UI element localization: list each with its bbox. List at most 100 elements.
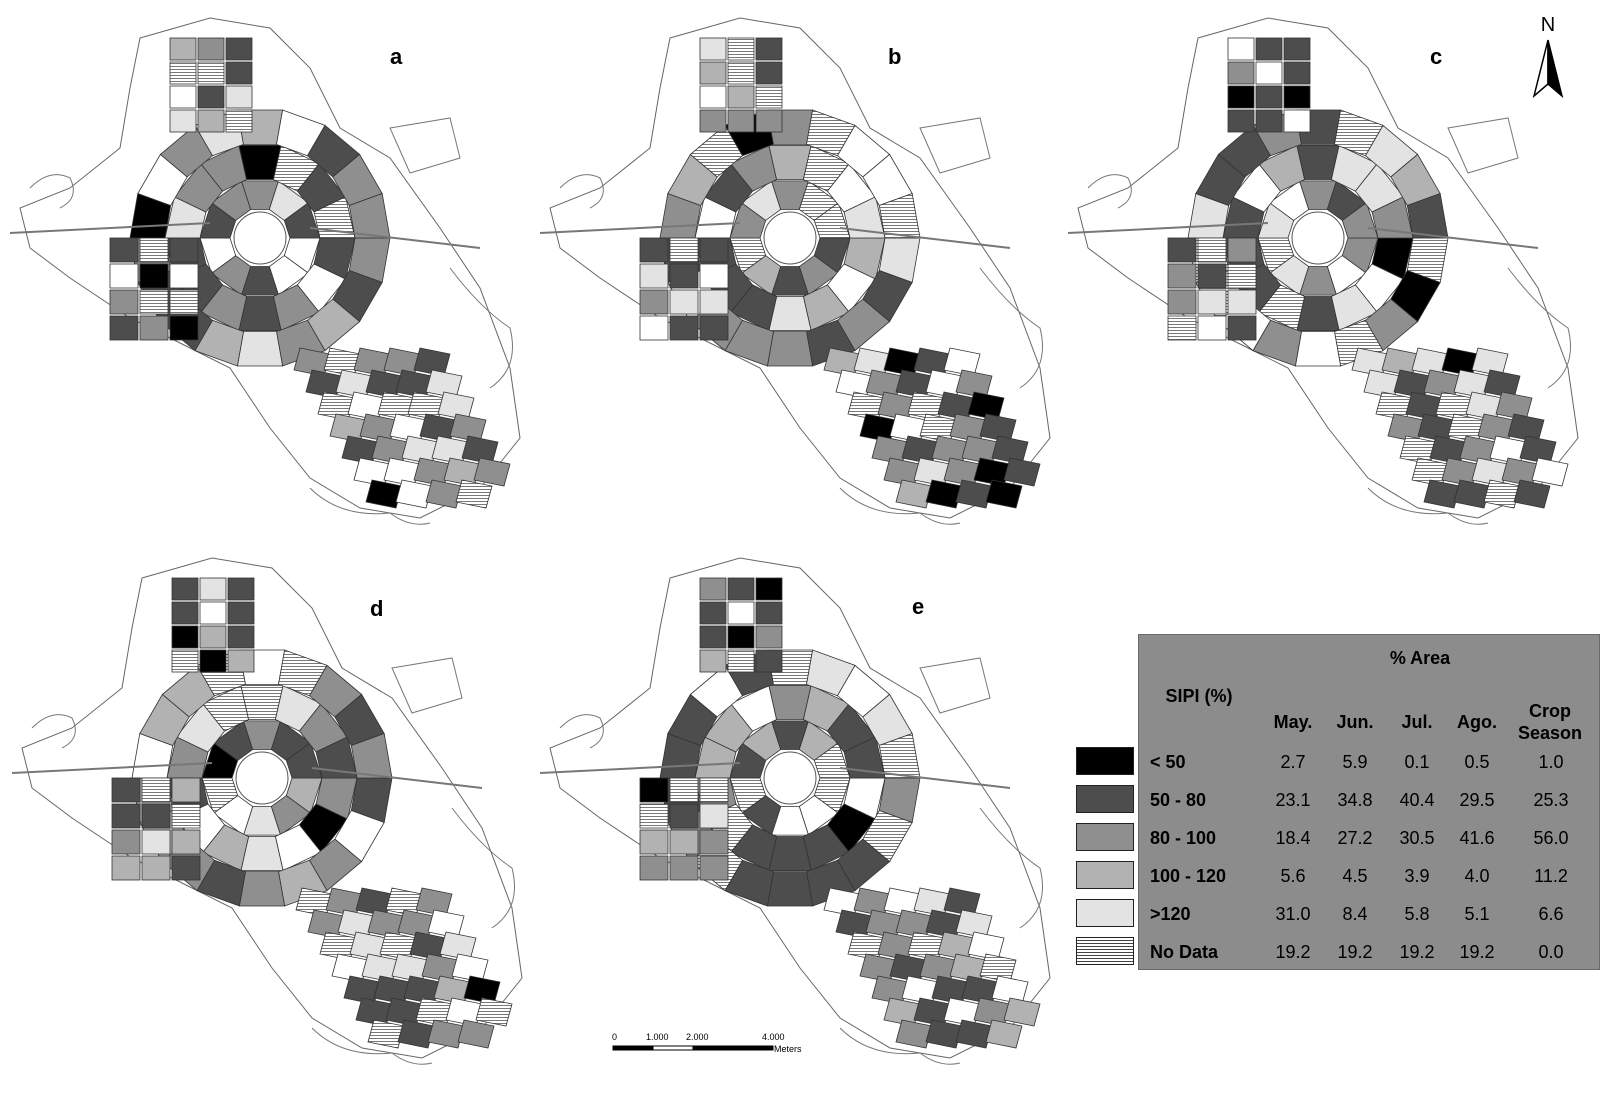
field-parcel [669,777,699,803]
contour-line [839,487,961,525]
field-parcel [755,109,783,133]
scale-bar-graphic [612,1045,774,1051]
field-parcel [699,263,729,289]
field-parcel [1283,85,1311,109]
field-parcel [225,61,253,85]
field-parcel [755,625,783,649]
contour-line [309,487,431,525]
field-parcel [1227,37,1255,61]
legend-swatch [1076,785,1134,813]
legend-swatch [1076,861,1134,889]
legend-col-may: May. [1273,712,1313,732]
field-parcel [171,829,201,855]
field-parcel [238,871,286,907]
legend-swatch [1076,747,1134,775]
field-parcel [669,855,699,881]
field-parcel [427,1019,465,1049]
field-parcel [425,479,463,509]
outlying-parcel [391,657,463,714]
panel-label-a: a [390,44,403,69]
field-parcel [397,1019,435,1049]
field-parcel [925,479,963,509]
legend-row-header: SIPI (%) [1165,686,1233,706]
field-parcel [699,577,727,601]
panel-label-b: b [888,44,902,69]
contour-line [1507,267,1571,389]
field-parcel [1453,479,1491,509]
legend-value-cell: 5.6 [1280,866,1306,886]
field-parcel [473,457,511,487]
center-town [763,211,817,265]
field-parcel [1003,997,1041,1027]
north-arrow: N [1532,14,1576,100]
field-parcel [755,601,783,625]
legend-class-label: 80 - 100 [1150,828,1217,848]
field-parcel [727,85,755,109]
field-parcel [639,289,669,315]
field-parcel [699,237,729,263]
field-parcel [225,109,253,133]
map-panel-c [1068,17,1579,525]
legend-value-cell: 27.2 [1337,828,1373,848]
scale-bar: 0 1.000 2.000 4.000 Meters [612,1032,822,1056]
field-parcel [727,649,755,673]
legend-value-cell: 40.4 [1399,790,1435,810]
legend-col-jun: Jun. [1336,712,1374,732]
field-parcel [141,829,171,855]
field-parcel [699,37,727,61]
legend-value-cell: 23.1 [1275,790,1311,810]
north-label: N [1540,14,1556,36]
legend-value-cell: 6.6 [1538,904,1564,924]
legend-value-cell: 18.4 [1275,828,1311,848]
contour-line [451,807,515,929]
field-parcel [365,479,403,509]
field-parcel [1197,263,1227,289]
legend-value-cell: 0.5 [1464,752,1490,772]
field-parcel [169,85,197,109]
field-parcel [1167,263,1197,289]
legend-value-cell: 31.0 [1275,904,1311,924]
center-town [763,751,817,805]
field-parcel [755,85,783,109]
field-parcel [141,777,171,803]
legend-value-cell: 19.2 [1459,942,1495,962]
field-parcel [1255,85,1283,109]
field-parcel [109,315,139,341]
field-parcel [1227,289,1257,315]
field-parcel [699,315,729,341]
field-parcel [171,855,201,881]
canal-line [12,762,483,789]
legend-value-cell: 19.2 [1275,942,1311,962]
field-parcel [171,803,201,829]
field-parcel [755,37,783,61]
legend-value-cell: 56.0 [1533,828,1569,848]
field-parcel [1423,479,1461,509]
field-parcel [1283,37,1311,61]
center-town [235,751,289,805]
legend-value-cell: 8.4 [1342,904,1368,924]
field-parcel [1197,237,1227,263]
field-parcel [955,1019,993,1049]
field-parcel [669,289,699,315]
field-parcel [109,237,139,263]
legend-value-cell: 1.0 [1538,752,1564,772]
field-parcel [1197,315,1227,341]
legend-value-cell: 3.9 [1404,866,1430,886]
contour-line [311,1027,433,1065]
legend-swatch [1076,899,1134,927]
field-parcel [699,855,729,881]
field-parcel [236,331,284,367]
field-parcel [197,109,225,133]
field-parcel [669,829,699,855]
field-parcel [669,803,699,829]
scale-tick-2000: 2.000 [686,1032,709,1042]
field-parcel [1227,85,1255,109]
field-parcel [766,871,814,907]
field-parcel [455,479,493,509]
legend-value-cell: 29.5 [1459,790,1495,810]
contour-line [31,714,76,749]
scale-tick-0: 0 [612,1032,618,1042]
canal-line [1068,222,1539,249]
field-parcel [111,803,141,829]
legend-value-cell: 19.2 [1399,942,1435,962]
